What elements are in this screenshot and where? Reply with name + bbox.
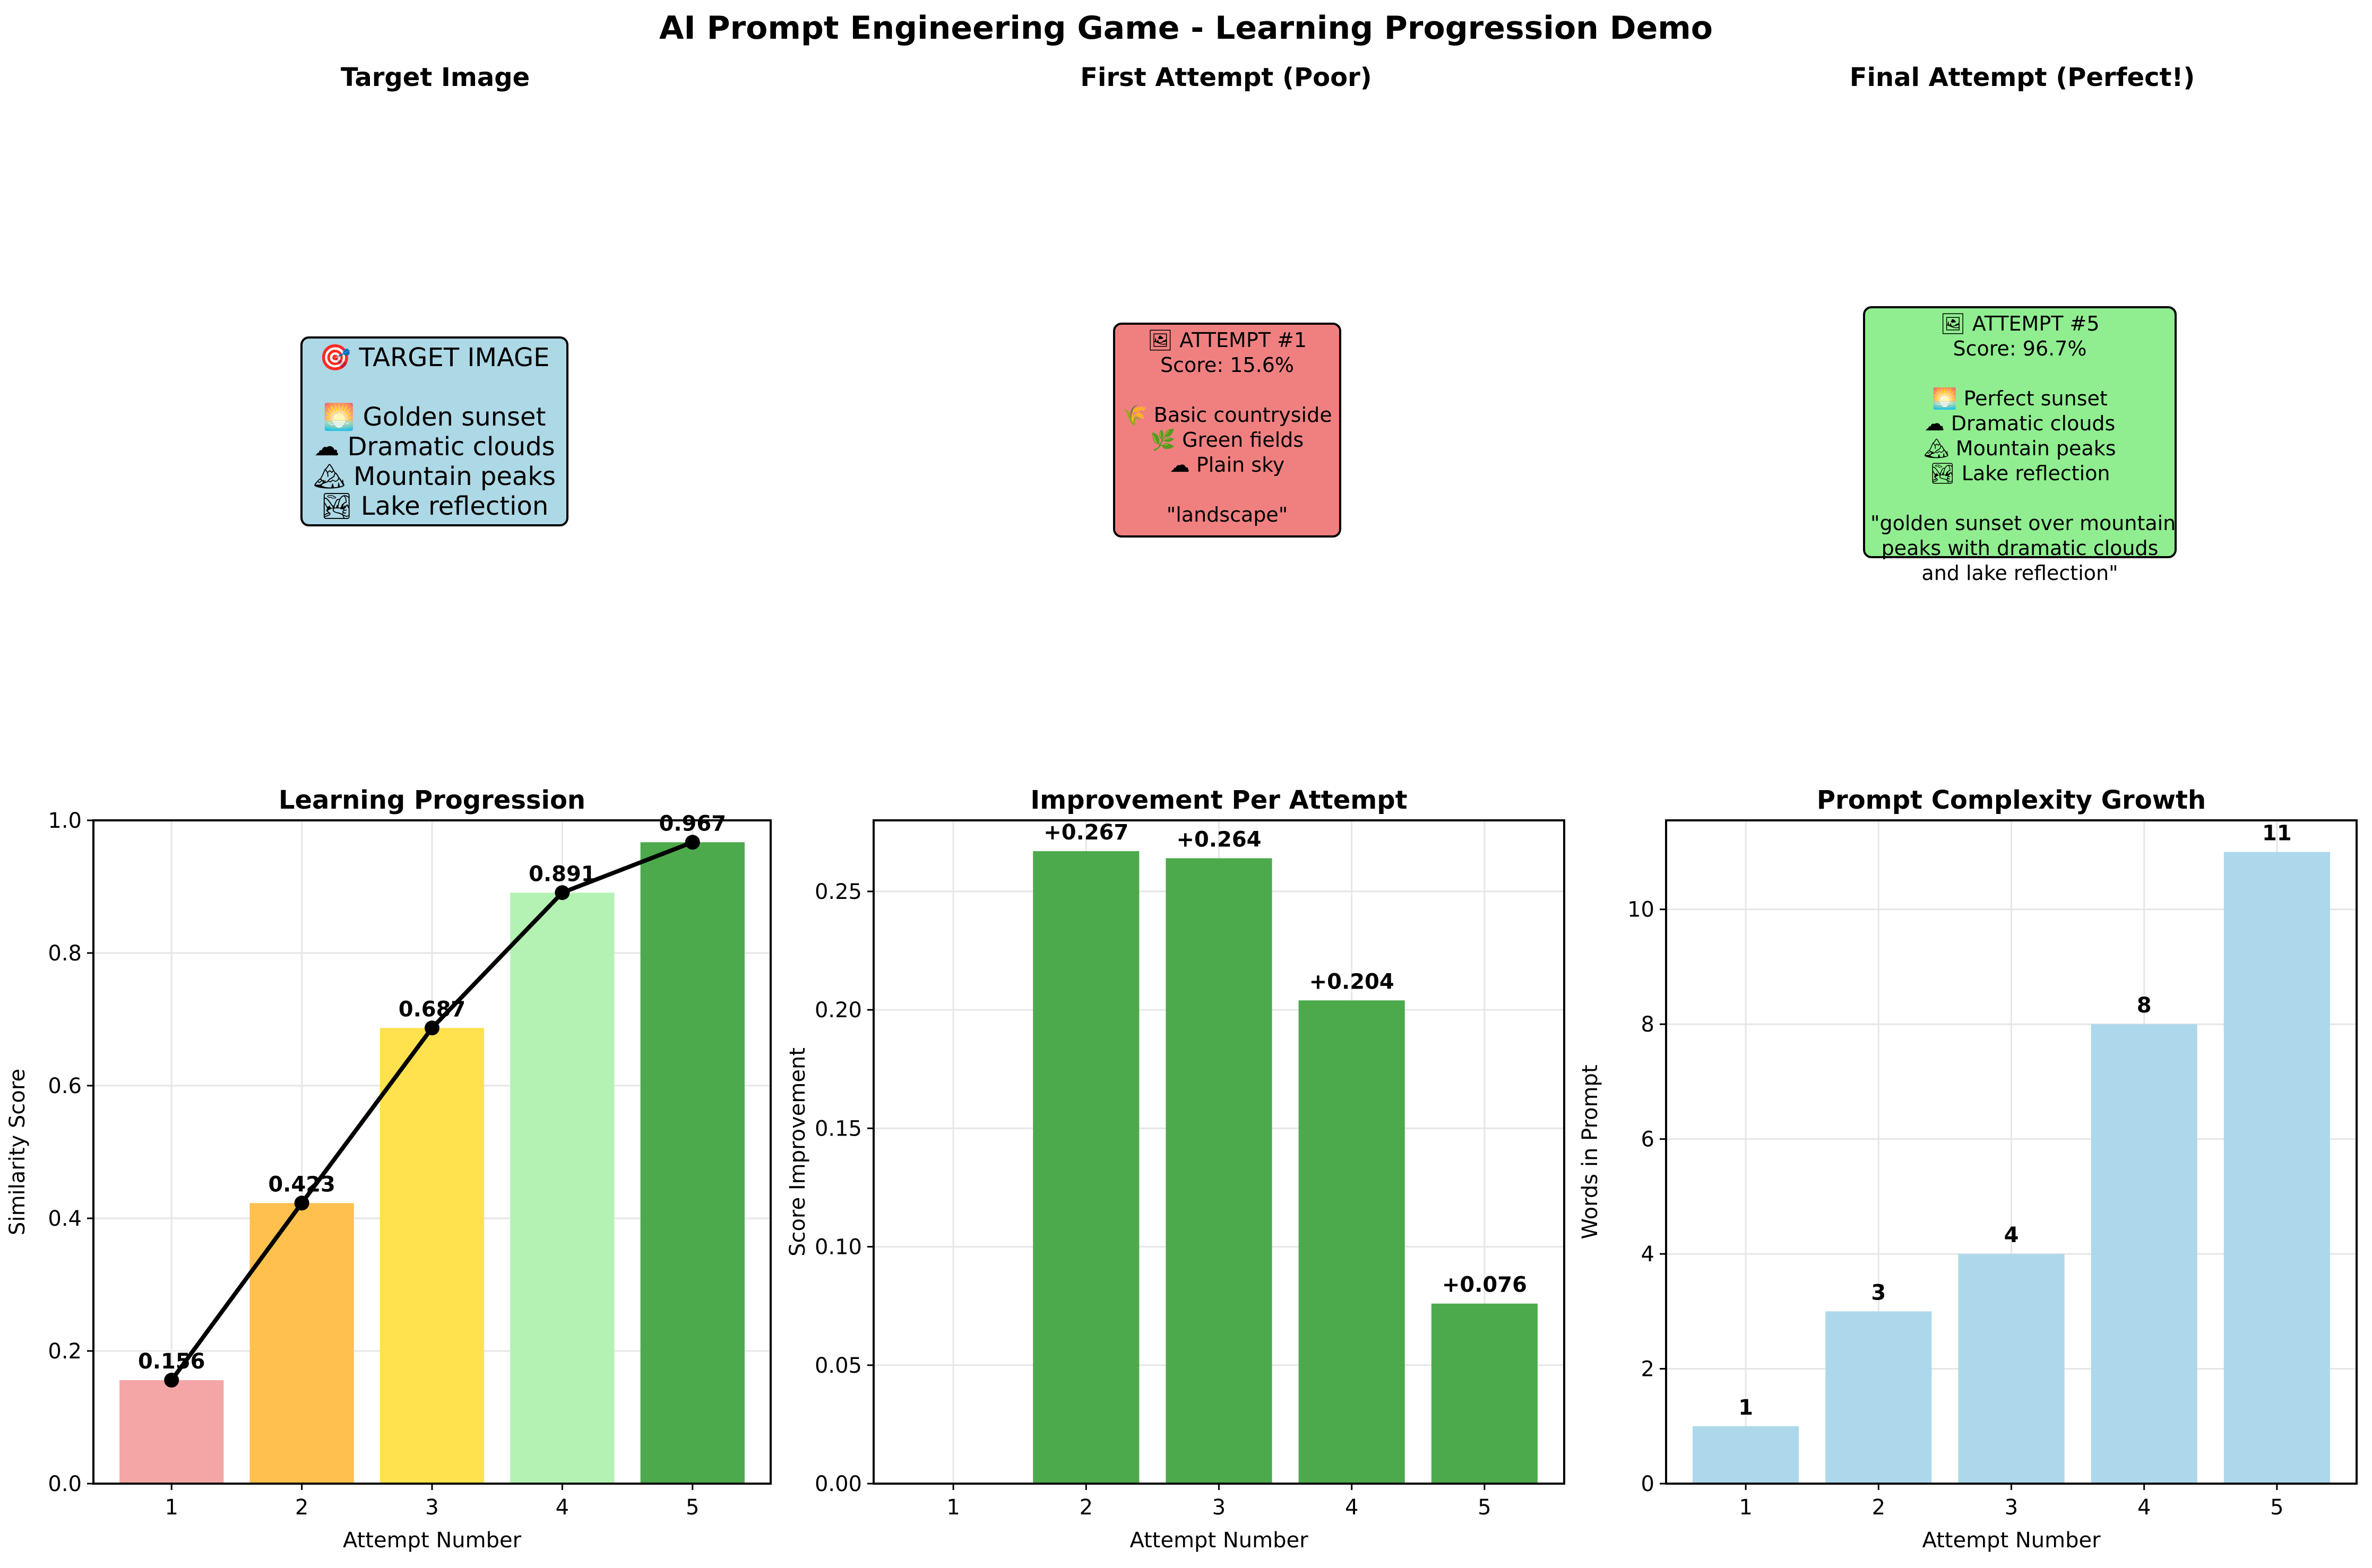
figure-title: AI Prompt Engineering Game - Learning Pr… <box>659 10 1713 47</box>
data-label-5: +0.076 <box>1442 1273 1527 1297</box>
y-tick-label: 0.20 <box>815 998 862 1023</box>
y-tick-label: 0.8 <box>48 941 82 966</box>
y-tick-label: 0.2 <box>48 1339 82 1364</box>
data-label-3: 0.687 <box>399 997 466 1021</box>
bar-4 <box>1298 1000 1405 1484</box>
x-tick-label: 3 <box>1212 1495 1226 1520</box>
chart-title: Improvement Per Attempt <box>1030 785 1407 815</box>
y-tick-label: 0.6 <box>48 1074 82 1098</box>
data-label-4: 0.891 <box>529 862 596 886</box>
target-panel-title: Target Image <box>340 63 530 92</box>
y-tick-label: 0.15 <box>815 1116 862 1141</box>
bar-3 <box>1166 858 1272 1484</box>
chart-2: +0.267 +0.264 +0.204 +0.076 1 2 3 4 5 0.00 0.05 0.1… <box>786 785 1565 1553</box>
chart-1: 0.156 0.423 0.687 0.891 0.967 1 2 3 4 5 0.0 0.2 0.4 0… <box>5 785 772 1553</box>
y-tick-label: 0 <box>1641 1472 1654 1496</box>
x-tick-label: 4 <box>556 1495 569 1520</box>
target-image-card: 🎯 TARGET IMAGE 🌅 Golden sunset ☁ Dramati… <box>300 336 568 526</box>
bar-1 <box>1693 1426 1799 1484</box>
data-label-2: +0.267 <box>1043 820 1128 845</box>
x-tick-label: 3 <box>2005 1495 2018 1520</box>
data-label-4: 8 <box>2137 993 2152 1018</box>
data-label-4: +0.204 <box>1309 969 1394 994</box>
bar-2 <box>1033 851 1140 1484</box>
x-tick-label: 2 <box>295 1495 308 1520</box>
score-point-3 <box>425 1020 439 1036</box>
data-label-1: 0.156 <box>138 1349 205 1374</box>
x-tick-label: 1 <box>1739 1495 1752 1520</box>
x-tick-label: 1 <box>165 1495 178 1520</box>
score-point-1 <box>164 1373 179 1388</box>
bar-5 <box>1431 1303 1538 1484</box>
bar-5 <box>640 842 745 1484</box>
data-label-2: 0.423 <box>268 1172 335 1197</box>
first-attempt-panel-title: First Attempt (Poor) <box>1080 63 1372 92</box>
bar-5 <box>2223 852 2330 1484</box>
chart-title: Learning Progression <box>279 785 585 815</box>
chart-title: Prompt Complexity Growth <box>1817 785 2206 815</box>
x-axis-label: Attempt Number <box>1129 1528 1308 1553</box>
data-label-5: 11 <box>2262 821 2292 846</box>
data-label-1: 1 <box>1738 1396 1753 1420</box>
x-tick-label: 4 <box>1345 1495 1358 1520</box>
final-attempt-card: 🖼 ATTEMPT #5 Score: 96.7% 🌅 Perfect suns… <box>1863 306 2177 585</box>
y-axis-label: Words in Prompt <box>1578 1064 1602 1239</box>
bar-3 <box>1958 1254 2065 1484</box>
data-label-5: 0.967 <box>659 811 727 836</box>
score-point-2 <box>294 1196 309 1211</box>
y-axis-label: Similarity Score <box>5 1069 30 1235</box>
y-tick-label: 1.0 <box>48 809 82 833</box>
bar-1 <box>119 1380 224 1484</box>
bar-2 <box>1825 1311 1932 1484</box>
x-tick-label: 5 <box>2270 1495 2283 1520</box>
y-axis-label: Score Improvement <box>786 1047 810 1257</box>
x-tick-label: 3 <box>425 1495 438 1520</box>
y-tick-label: 8 <box>1641 1012 1654 1037</box>
score-point-5 <box>685 835 700 850</box>
bar-3 <box>379 1028 485 1484</box>
y-tick-label: 10 <box>1627 898 1654 922</box>
x-tick-label: 2 <box>1080 1495 1093 1520</box>
y-tick-label: 0.10 <box>815 1235 862 1260</box>
x-axis-label: Attempt Number <box>1922 1528 2101 1553</box>
y-tick-label: 2 <box>1641 1357 1654 1382</box>
x-tick-label: 2 <box>1872 1495 1885 1520</box>
y-tick-label: 0.4 <box>48 1207 82 1231</box>
score-point-4 <box>555 885 570 900</box>
bar-2 <box>249 1203 354 1484</box>
x-tick-label: 1 <box>946 1495 960 1520</box>
x-tick-label: 5 <box>686 1495 699 1520</box>
y-tick-label: 0.25 <box>815 880 862 904</box>
x-axis-label: Attempt Number <box>343 1528 522 1553</box>
y-tick-label: 6 <box>1641 1128 1654 1152</box>
y-tick-label: 4 <box>1641 1242 1654 1267</box>
y-tick-label: 0.05 <box>815 1354 862 1378</box>
final-attempt-panel-title: Final Attempt (Perfect!) <box>1849 63 2195 92</box>
data-label-2: 3 <box>1871 1280 1886 1305</box>
bar-4 <box>2091 1024 2197 1484</box>
first-attempt-card: 🖼 ATTEMPT #1 Score: 15.6% 🌾 Basic countr… <box>1113 323 1341 538</box>
bar-4 <box>510 893 615 1484</box>
x-tick-label: 5 <box>1478 1495 1491 1520</box>
y-tick-label: 0.0 <box>48 1472 82 1496</box>
y-tick-label: 0.00 <box>815 1472 862 1496</box>
x-tick-label: 4 <box>2137 1495 2151 1520</box>
data-label-3: 4 <box>2004 1223 2019 1248</box>
data-label-3: +0.264 <box>1176 827 1261 852</box>
